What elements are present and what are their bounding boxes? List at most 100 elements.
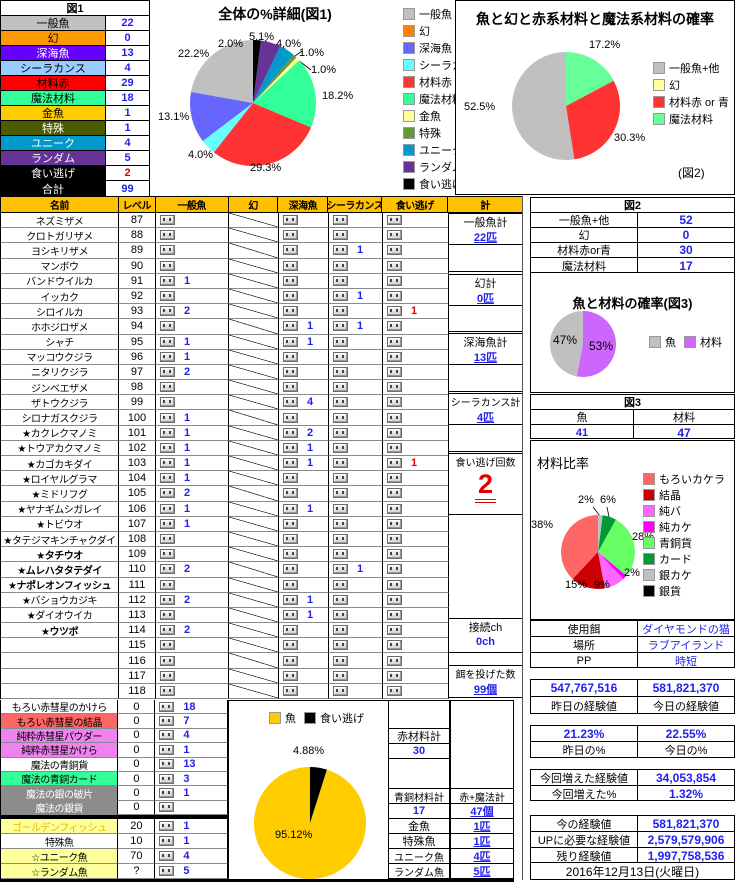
coelacanth-cell[interactable] (329, 668, 383, 684)
level-cell[interactable]: 101 (119, 425, 156, 441)
material-level-cell[interactable]: 70 (118, 849, 156, 865)
category-label[interactable]: 魔法材料 (1, 91, 106, 105)
material-name-cell[interactable]: 魔法の青銅カード (1, 771, 119, 787)
escape-cell[interactable]: 1 (383, 456, 449, 472)
material-level-cell[interactable]: 10 (118, 834, 156, 850)
fish-name-cell[interactable]: ヨシキリザメ (1, 243, 119, 259)
escape-cell[interactable] (383, 425, 449, 441)
general-fish-cell[interactable]: 1 (156, 456, 229, 472)
category-label[interactable]: 食い逃げ (1, 166, 106, 180)
level-cell[interactable]: 92 (119, 288, 156, 305)
category-count[interactable]: 4 (106, 136, 149, 150)
category-count[interactable]: 13 (106, 46, 149, 60)
fish-name-cell[interactable]: ★ナポレオンフィッシュ (1, 577, 119, 593)
general-fish-cell[interactable]: 1 (156, 273, 229, 289)
material-name-cell[interactable]: 魔法の青銅貨 (1, 757, 119, 772)
fish-name-cell[interactable] (1, 653, 119, 669)
general-fish-cell[interactable] (156, 258, 229, 274)
deep-fish-cell[interactable]: 1 (279, 334, 329, 350)
level-cell[interactable]: 111 (119, 577, 156, 593)
coelacanth-cell[interactable] (329, 592, 383, 608)
category-count[interactable]: 1 (106, 106, 149, 120)
fish-name-cell[interactable]: ★ヤナギムシガレイ (1, 501, 119, 517)
red-material-label[interactable]: 赤材料計 (388, 728, 450, 744)
deep-fish-cell[interactable] (279, 471, 329, 487)
deep-fish-cell[interactable] (279, 380, 329, 396)
coelacanth-cell[interactable]: 1 (329, 319, 383, 335)
coelacanth-cell[interactable] (329, 607, 383, 624)
escape-cell[interactable] (383, 440, 449, 456)
level-cell[interactable]: 96 (119, 349, 156, 365)
coelacanth-cell[interactable] (329, 501, 383, 517)
escape-cell[interactable] (383, 547, 449, 563)
material-name-cell[interactable]: 魔法の銀の破片 (1, 786, 119, 801)
escape-cell[interactable] (383, 288, 449, 305)
fish-name-cell[interactable]: クロトガリザメ (1, 228, 119, 244)
fig2-row-general-label[interactable]: 一般魚+他 (531, 213, 638, 227)
level-cell[interactable]: 109 (119, 547, 156, 563)
fish-name-cell[interactable]: ニタリクジラ (1, 364, 119, 381)
material-name-cell[interactable]: 特殊魚 (1, 834, 119, 850)
today-pct-value[interactable]: 22.55% (665, 726, 707, 741)
deep-fish-cell[interactable] (279, 531, 329, 548)
deep-fish-cell[interactable] (279, 258, 329, 274)
escape-cell[interactable] (383, 486, 449, 502)
category-count[interactable]: 29 (106, 76, 149, 90)
level-cell[interactable]: 98 (119, 380, 156, 396)
coelacanth-cell[interactable]: 1 (329, 243, 383, 259)
fish-name-cell[interactable]: シロイルカ (1, 304, 119, 320)
deep-fish-cell[interactable] (279, 228, 329, 244)
coelacanth-cell[interactable] (329, 395, 383, 411)
category-label[interactable]: 金魚 (1, 106, 106, 120)
deep-fish-cell[interactable] (279, 562, 329, 578)
material-level-cell[interactable]: 0 (118, 786, 156, 801)
deep-fish-cell[interactable] (279, 577, 329, 593)
bronze-material-label[interactable]: 青銅材料計 (388, 788, 450, 804)
coelacanth-cell[interactable] (329, 364, 383, 381)
yesterday-pct-value[interactable]: 21.23% (531, 726, 638, 741)
general-fish-cell[interactable]: 2 (156, 486, 229, 502)
deep-fish-cell[interactable]: 1 (279, 607, 329, 624)
location-value[interactable]: ラブアイランド (647, 639, 725, 652)
fig2-row-maboroshi-value[interactable]: 0 (682, 228, 690, 242)
deep-fish-cell[interactable]: 1 (279, 456, 329, 472)
bronze-material-value[interactable]: 17 (388, 803, 450, 819)
material-count-cell[interactable]: 1 (155, 819, 228, 835)
material-name-cell[interactable]: ☆ランダム魚 (1, 864, 119, 880)
deep-fish-cell[interactable]: 1 (279, 592, 329, 608)
material-name-cell[interactable]: 純粋赤彗星パウダー (1, 728, 119, 744)
deep-fish-cell[interactable] (279, 304, 329, 320)
fish-name-cell[interactable]: マッコウクジラ (1, 349, 119, 365)
fish-name-cell[interactable] (1, 668, 119, 684)
level-cell[interactable]: 100 (119, 410, 156, 426)
coelacanth-cell[interactable] (329, 486, 383, 502)
escape-cell[interactable] (383, 653, 449, 669)
coelacanth-cell[interactable] (329, 653, 383, 669)
deep-fish-cell[interactable] (279, 547, 329, 563)
special-fish-value[interactable]: 1匹 (450, 833, 514, 849)
general-fish-cell[interactable]: 1 (156, 516, 229, 532)
level-cell[interactable]: 105 (119, 486, 156, 502)
fig2-row-maboroshi-label[interactable]: 幻 (531, 228, 638, 242)
deep-fish-cell[interactable]: 4 (279, 395, 329, 411)
fish-name-cell[interactable]: シャチ (1, 334, 119, 350)
goldfish-label[interactable]: 金魚 (388, 818, 450, 834)
fish-name-cell[interactable]: ★ダイオウイカ (1, 607, 119, 624)
coelacanth-cell[interactable]: 1 (329, 562, 383, 578)
fish-name-cell[interactable]: ★ウツボ (1, 623, 119, 639)
material-name-cell[interactable]: もろい赤彗星のかけら (1, 700, 119, 715)
material-count-cell[interactable]: 4 (155, 728, 228, 744)
fish-name-cell[interactable]: シロナガスクジラ (1, 410, 119, 426)
level-cell[interactable]: 93 (119, 304, 156, 320)
material-level-cell[interactable]: 0 (118, 800, 156, 816)
material-name-cell[interactable]: もろい赤彗星の結晶 (1, 714, 119, 729)
level-cell[interactable]: 116 (119, 653, 156, 669)
pp-value[interactable]: 時短 (675, 656, 697, 668)
coelacanth-cell[interactable] (329, 213, 383, 229)
general-fish-cell[interactable] (156, 395, 229, 411)
general-fish-cell[interactable]: 1 (156, 349, 229, 365)
escape-cell[interactable] (383, 471, 449, 487)
general-fish-cell[interactable]: 1 (156, 425, 229, 441)
category-label[interactable]: ユニーク (1, 136, 106, 150)
level-cell[interactable]: 104 (119, 471, 156, 487)
